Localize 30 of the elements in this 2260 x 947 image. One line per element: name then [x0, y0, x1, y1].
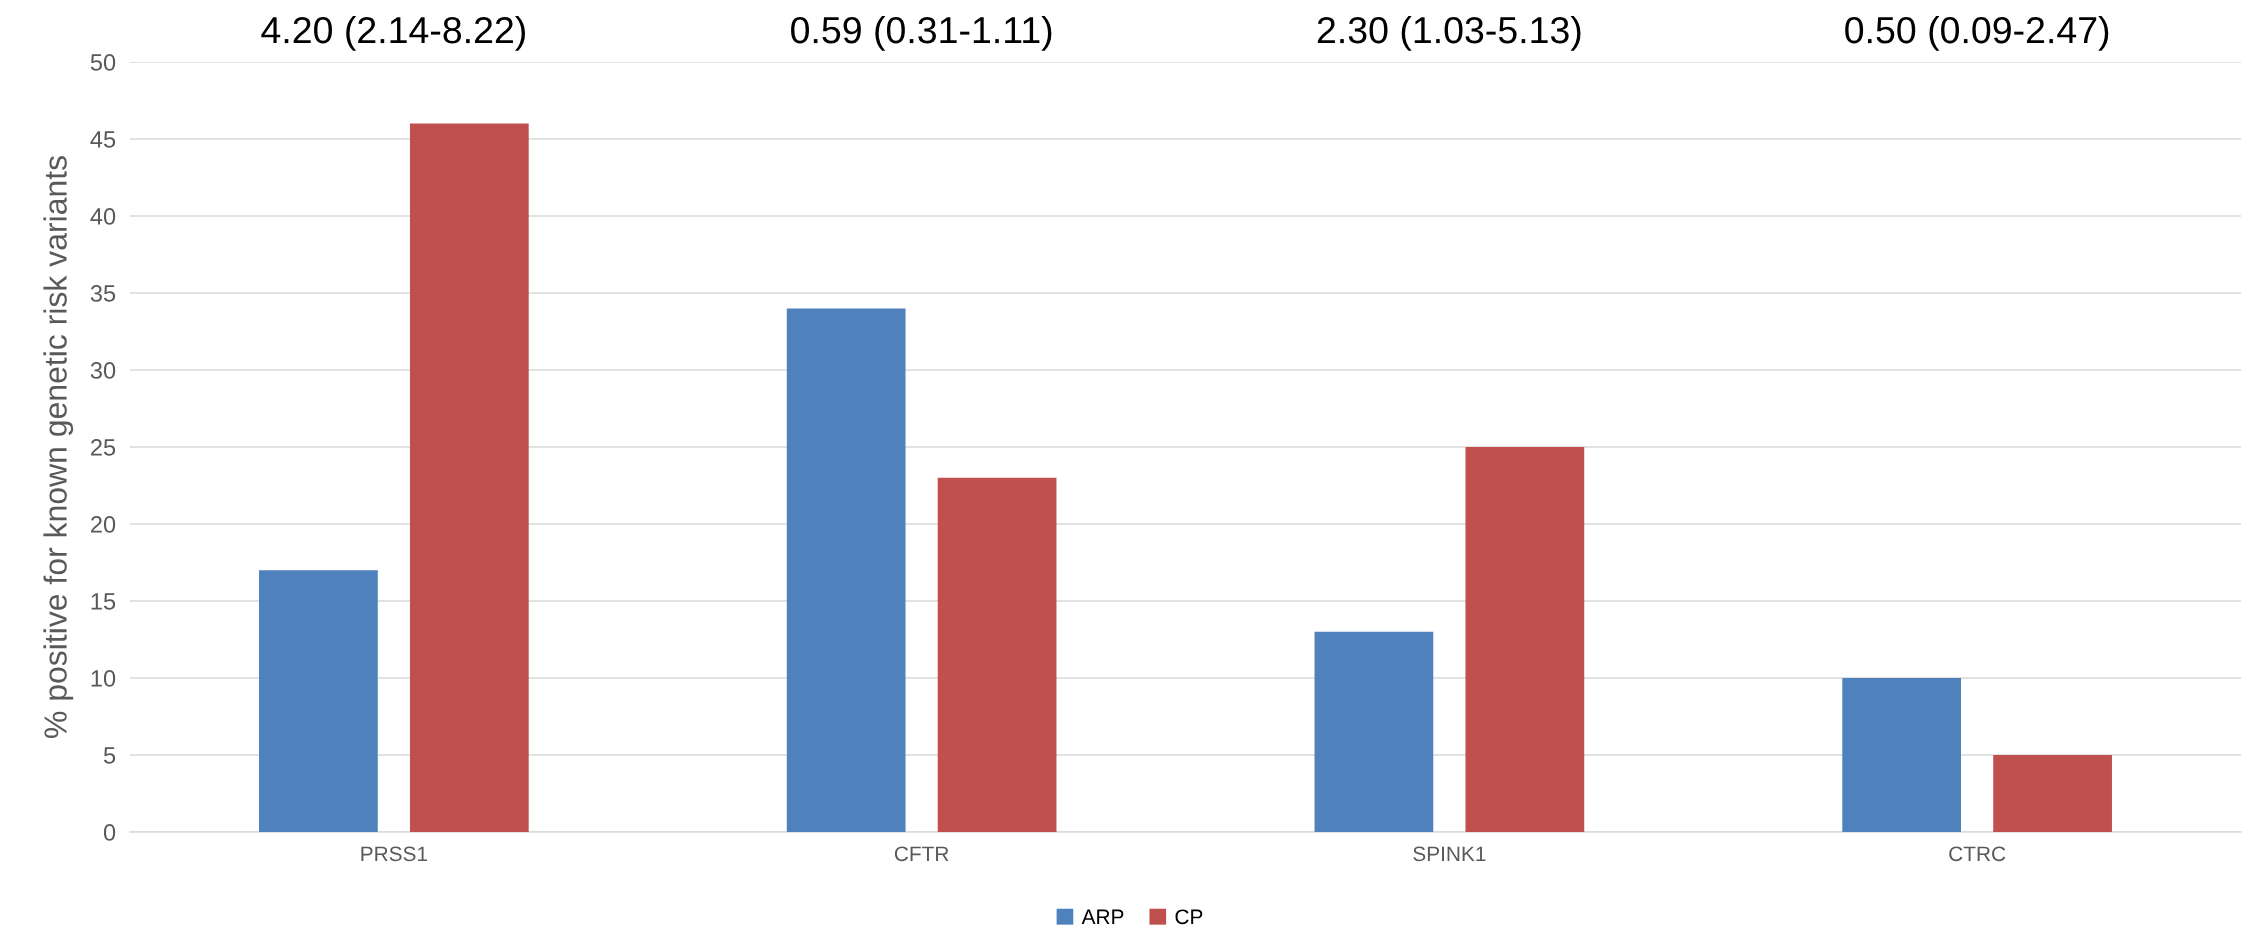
- bar: [1314, 631, 1434, 832]
- bar: [786, 308, 906, 832]
- bar: [1993, 755, 2112, 832]
- y-tick-label: 20: [91, 516, 116, 533]
- bar: [1842, 678, 1962, 832]
- y-tick-label: 50: [90, 54, 116, 71]
- y-axis-title: % positive for known genetic risk variants: [43, 156, 74, 738]
- bar: [409, 123, 529, 832]
- text: 0.50 (0.09-2.47): [1845, 15, 2109, 51]
- y-tick-label: 40: [90, 208, 116, 225]
- text: 4.20 (2.14-8.22): [261, 15, 525, 51]
- y-tick-label: 15: [91, 593, 116, 610]
- y-tick-label: 0: [103, 824, 116, 841]
- bar: [1465, 447, 1585, 832]
- x-tick-label: SPINK1: [1413, 846, 1486, 862]
- x-tick-label: CTRC: [1949, 846, 2006, 862]
- x-tick-label: CFTR: [894, 846, 949, 862]
- y-tick-label: 25: [91, 439, 116, 456]
- y-tick-label: 10: [91, 670, 116, 687]
- legend-label: CP: [1175, 909, 1203, 925]
- text: 2.30 (1.03-5.13): [1317, 15, 1581, 51]
- y-tick-label: 35: [90, 285, 116, 302]
- bar: [937, 477, 1057, 832]
- x-tick-label: PRSS1: [361, 846, 428, 862]
- y-tick-label: 30: [90, 362, 116, 379]
- text: 0.59 (0.31-1.11): [791, 15, 1052, 51]
- y-tick-label: 5: [103, 747, 116, 764]
- legend-label: ARP: [1081, 909, 1124, 924]
- y-tick-label: 45: [90, 131, 116, 148]
- bar: [259, 570, 378, 832]
